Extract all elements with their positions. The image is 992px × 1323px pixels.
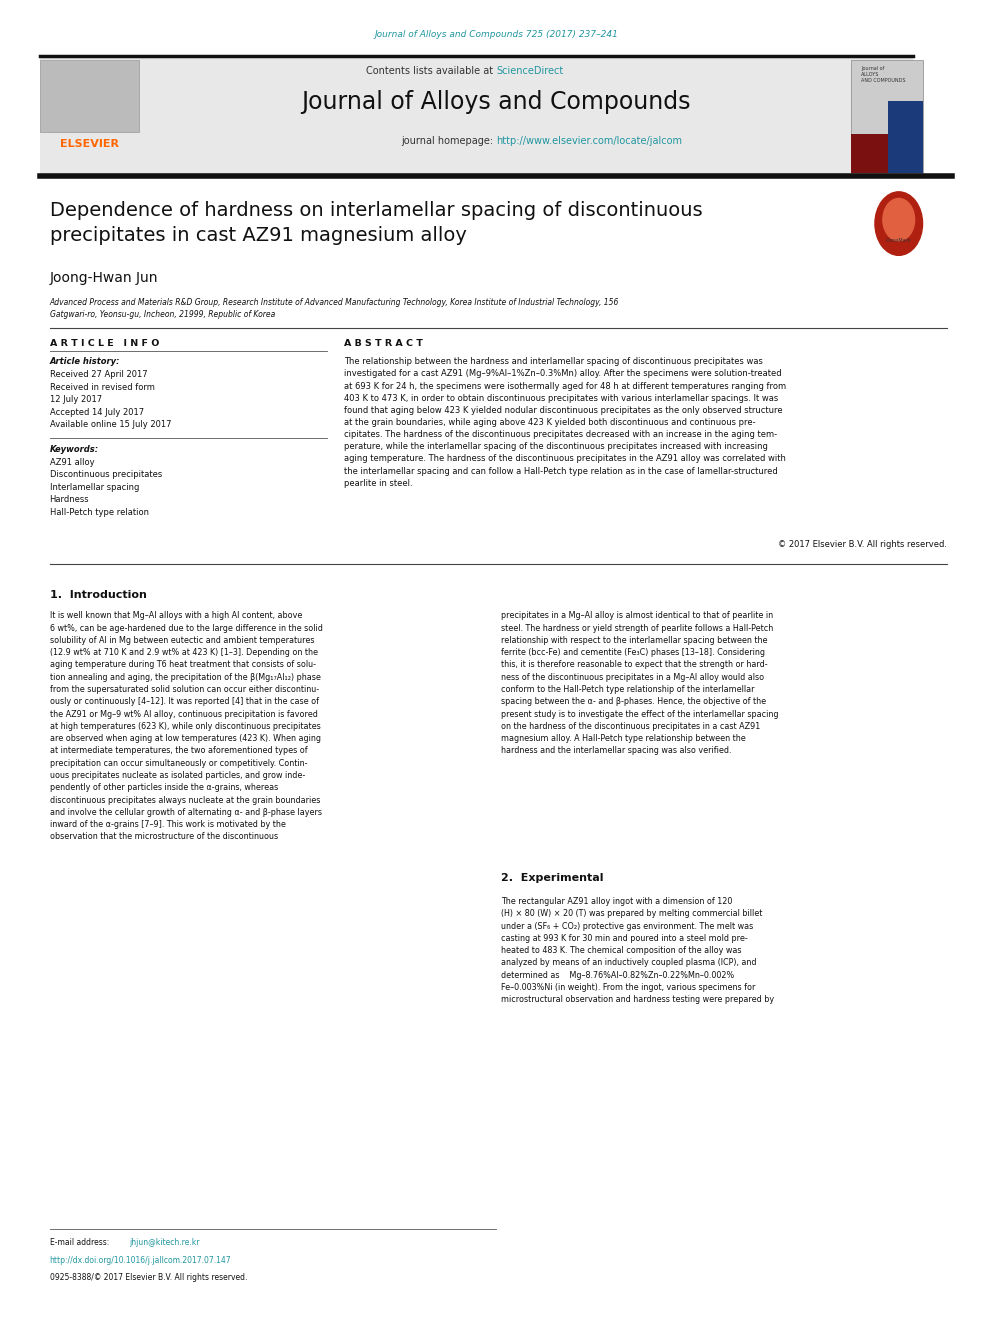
Circle shape [883, 198, 915, 241]
Text: Dependence of hardness on interlamellar spacing of discontinuous
precipitates in: Dependence of hardness on interlamellar … [50, 201, 702, 245]
Text: A B S T R A C T: A B S T R A C T [344, 339, 424, 348]
Text: Advanced Process and Materials R&D Group, Research Institute of Advanced Manufac: Advanced Process and Materials R&D Group… [50, 298, 619, 319]
Text: ELSEVIER: ELSEVIER [60, 139, 119, 149]
Text: A R T I C L E   I N F O: A R T I C L E I N F O [50, 339, 159, 348]
Bar [888, 101, 923, 173]
Text: Article history:: Article history: [50, 357, 120, 366]
Bar [851, 134, 923, 173]
Text: It is well known that Mg–Al alloys with a high Al content, above
6 wt%, can be a: It is well known that Mg–Al alloys with … [50, 611, 322, 841]
Bar [40, 56, 913, 175]
Bar [851, 60, 923, 173]
Text: Keywords:: Keywords: [50, 445, 99, 454]
Text: E-mail address:: E-mail address: [50, 1238, 111, 1248]
Text: 2.  Experimental: 2. Experimental [501, 873, 603, 884]
Text: 0925-8388/© 2017 Elsevier B.V. All rights reserved.: 0925-8388/© 2017 Elsevier B.V. All right… [50, 1273, 247, 1282]
Text: jhjun@kitech.re.kr: jhjun@kitech.re.kr [129, 1238, 199, 1248]
Text: The rectangular AZ91 alloy ingot with a dimension of 120
(H) × 80 (W) × 20 (T) w: The rectangular AZ91 alloy ingot with a … [501, 897, 774, 1004]
Text: http://www.elsevier.com/locate/jalcom: http://www.elsevier.com/locate/jalcom [496, 136, 682, 147]
Text: ScienceDirect: ScienceDirect [496, 66, 563, 77]
Text: precipitates in a Mg–Al alloy is almost identical to that of pearlite in
steel. : precipitates in a Mg–Al alloy is almost … [501, 611, 779, 755]
Text: Journal of
ALLOYS
AND COMPOUNDS: Journal of ALLOYS AND COMPOUNDS [861, 66, 906, 83]
Text: Journal of Alloys and Compounds: Journal of Alloys and Compounds [302, 90, 690, 114]
Text: AZ91 alloy
Discontinuous precipitates
Interlamellar spacing
Hardness
Hall-Petch : AZ91 alloy Discontinuous precipitates In… [50, 458, 162, 517]
Text: 1.  Introduction: 1. Introduction [50, 590, 147, 601]
Text: Contents lists available at: Contents lists available at [366, 66, 496, 77]
Text: Journal of Alloys and Compounds 725 (2017) 237–241: Journal of Alloys and Compounds 725 (201… [374, 30, 618, 40]
Text: Joong-Hwan Jun: Joong-Hwan Jun [50, 271, 158, 286]
Text: The relationship between the hardness and interlamellar spacing of discontinuous: The relationship between the hardness an… [344, 357, 787, 488]
Text: © 2017 Elsevier B.V. All rights reserved.: © 2017 Elsevier B.V. All rights reserved… [779, 540, 947, 549]
Text: journal homepage:: journal homepage: [401, 136, 496, 147]
Text: Received 27 April 2017
Received in revised form
12 July 2017
Accepted 14 July 20: Received 27 April 2017 Received in revis… [50, 370, 171, 430]
Circle shape [875, 192, 923, 255]
Text: CrossMark: CrossMark [886, 238, 912, 243]
Bar [40, 60, 139, 132]
Text: http://dx.doi.org/10.1016/j.jallcom.2017.07.147: http://dx.doi.org/10.1016/j.jallcom.2017… [50, 1256, 231, 1265]
